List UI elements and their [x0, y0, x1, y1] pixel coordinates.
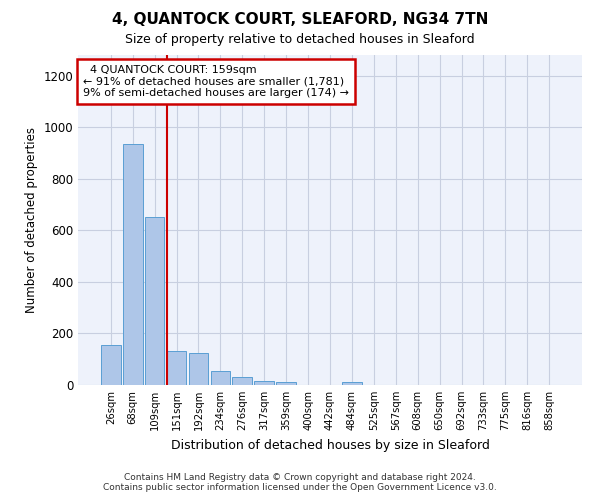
Bar: [232, 378, 252, 385]
Text: 4, QUANTOCK COURT, SLEAFORD, NG34 7TN: 4, QUANTOCK COURT, SLEAFORD, NG34 7TN: [112, 12, 488, 28]
Bar: [276, 382, 296, 385]
X-axis label: Distribution of detached houses by size in Sleaford: Distribution of detached houses by size …: [170, 438, 490, 452]
Text: Size of property relative to detached houses in Sleaford: Size of property relative to detached ho…: [125, 32, 475, 46]
Bar: [188, 353, 208, 385]
Bar: [167, 352, 187, 385]
Bar: [211, 371, 230, 385]
Text: Contains HM Land Registry data © Crown copyright and database right 2024.
Contai: Contains HM Land Registry data © Crown c…: [103, 473, 497, 492]
Bar: [342, 382, 362, 385]
Bar: [254, 381, 274, 385]
Text: 4 QUANTOCK COURT: 159sqm
← 91% of detached houses are smaller (1,781)
9% of semi: 4 QUANTOCK COURT: 159sqm ← 91% of detach…: [83, 65, 349, 98]
Bar: [101, 345, 121, 385]
Bar: [145, 218, 164, 385]
Y-axis label: Number of detached properties: Number of detached properties: [25, 127, 38, 313]
Bar: [123, 144, 143, 385]
